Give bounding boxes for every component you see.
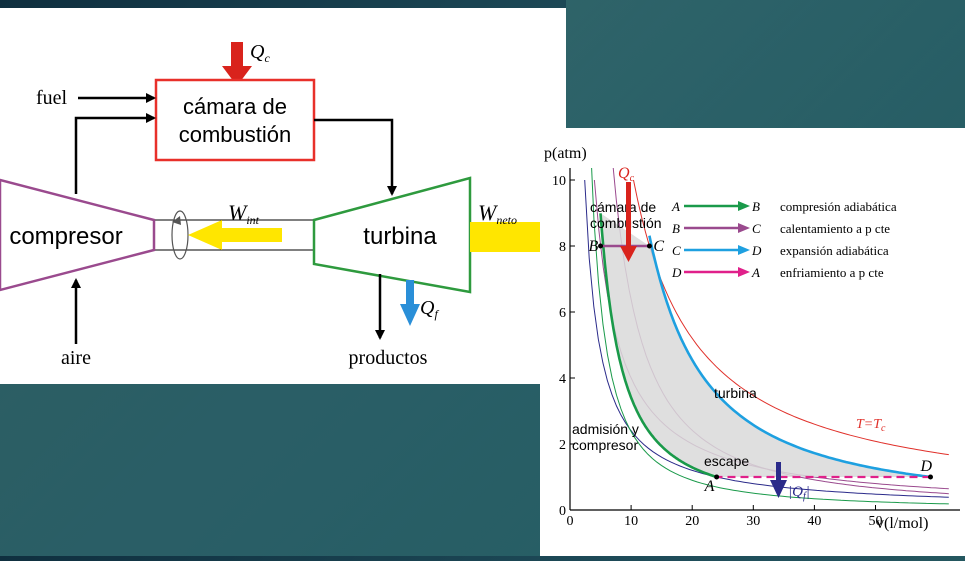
legend-from: A (671, 199, 680, 214)
turbine-annotation: turbina (714, 385, 757, 401)
chamber-to-turbine-arrow (314, 120, 392, 194)
background-panel-bottom (0, 384, 540, 556)
legend-label: compresión adiabática (780, 199, 897, 214)
legend-to: B (752, 199, 760, 214)
chamber-label-1: cámara de (183, 94, 287, 119)
legend-label: expansión adiabática (780, 243, 889, 258)
qc-label: Qc (250, 41, 270, 65)
y-tick-label: 2 (559, 438, 566, 453)
x-tick-label: 30 (746, 514, 760, 529)
background-panel-top (566, 0, 965, 128)
y-tick-label: 4 (559, 372, 566, 387)
legend-from: B (672, 221, 680, 236)
state-point-c (647, 244, 652, 249)
qf-label: Qf (420, 297, 439, 321)
pv-qf-label: |Qf| (788, 484, 810, 502)
y-tick-label: 8 (559, 240, 566, 255)
legend-to: D (751, 243, 762, 258)
legend-to: A (751, 265, 760, 280)
legend-from: C (672, 243, 681, 258)
heat-output-arrow (400, 280, 420, 326)
legend-to: C (752, 221, 761, 236)
x-tick-label: 20 (685, 514, 699, 529)
legend-arrowhead-icon (738, 201, 750, 211)
state-point-a (714, 475, 719, 480)
y-tick-label: 10 (552, 174, 566, 189)
y-tick-label: 0 (559, 504, 566, 519)
chamber-label-2: combustión (179, 122, 292, 147)
w-net-label: Wneto (478, 200, 517, 227)
admission-annotation-2: compresor (572, 437, 638, 453)
pv-qc-label: Qc (618, 165, 635, 184)
compressor-label: compresor (9, 223, 122, 250)
state-point-d (928, 475, 933, 480)
legend-label: enfriamiento a p cte (780, 265, 884, 280)
gas-turbine-schematic: Qc cámara de combustión fuel Wint compre… (0, 8, 566, 384)
legend-arrowhead-icon (738, 267, 750, 277)
x-tick-label: 0 (567, 514, 574, 529)
y-tick-label: 6 (559, 306, 566, 321)
products-label: productos (349, 347, 428, 369)
state-point-b (598, 244, 603, 249)
isotherm-label: T=Tc (856, 417, 886, 434)
schematic-svg: Qc cámara de combustión fuel Wint compre… (0, 8, 566, 384)
admission-annotation-1: admisión y (572, 421, 639, 437)
x-tick-label: 10 (624, 514, 638, 529)
combustion-chamber (156, 80, 314, 160)
compressor-to-chamber-arrow (76, 118, 154, 194)
air-label: aire (61, 347, 91, 369)
legend-from: D (671, 265, 682, 280)
state-label-a: A (704, 478, 715, 495)
state-label-c: C (653, 238, 664, 255)
state-label-d: D (919, 458, 932, 475)
x-tick-label: 40 (807, 514, 821, 529)
state-label-b: B (589, 238, 599, 255)
exhaust-annotation: escape (704, 453, 749, 469)
legend-arrowhead-icon (738, 223, 750, 233)
turbine-label: turbina (363, 223, 437, 250)
x-axis-label: v(l/mol) (876, 515, 928, 532)
chamber-annotation-1: cámara de (590, 199, 656, 215)
legend-arrowhead-icon (738, 245, 750, 255)
fuel-label: fuel (36, 87, 68, 109)
y-axis-label-text: p(atm) (544, 145, 587, 162)
legend-label: calentamiento a p cte (780, 221, 890, 236)
w-int-label: Wint (228, 200, 260, 227)
chamber-annotation-2: combustión (590, 215, 662, 231)
